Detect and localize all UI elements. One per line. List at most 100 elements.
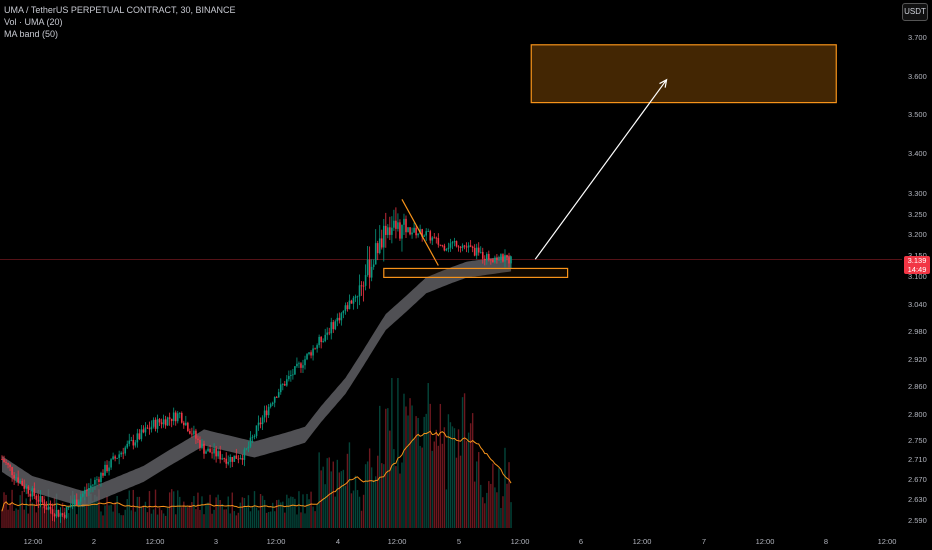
candle-body	[213, 448, 215, 454]
volume-bar	[267, 511, 270, 528]
volume-bar	[344, 485, 347, 528]
volume-bar	[197, 492, 199, 528]
candle-body	[197, 438, 199, 440]
candle-body	[326, 332, 329, 335]
volume-bar	[439, 403, 442, 528]
candle-body	[336, 317, 339, 322]
candle-body	[334, 321, 337, 330]
volume-bar	[74, 506, 76, 528]
volume-bar	[274, 511, 276, 528]
volume-bar	[427, 383, 429, 528]
ma-band-indicator-label[interactable]: MA band (50)	[4, 29, 59, 39]
candle-body	[27, 486, 30, 494]
price-axis[interactable]: 3.700 3.600 3.500 3.400 3.300 3.250 3.200 3.150…	[908, 33, 927, 525]
candle-body	[298, 363, 300, 365]
volume-bar	[211, 513, 213, 528]
volume-bar	[308, 499, 310, 528]
candle-body	[292, 374, 294, 376]
candle-body	[7, 462, 9, 465]
volume-bar	[21, 490, 23, 528]
volume-bar	[17, 509, 19, 528]
volume-bar	[25, 498, 27, 528]
volume-ma	[1, 430, 512, 512]
time-tick-label: 4	[336, 537, 340, 546]
volume-bar	[203, 514, 205, 528]
volume-bar	[314, 511, 316, 528]
volume-bar	[336, 459, 339, 528]
volume-bar	[478, 452, 480, 528]
time-tick-label: 12:00	[24, 537, 43, 546]
candle-body	[455, 241, 458, 247]
price-tick-label: 2.920	[908, 355, 927, 364]
candle-body	[110, 459, 112, 468]
candle-body	[498, 259, 500, 261]
candle-body	[425, 231, 427, 236]
candle-body	[332, 322, 335, 330]
volume-bar	[140, 506, 143, 528]
candle-body	[180, 413, 183, 423]
last-price-tag: 3.139 14:49	[904, 256, 930, 274]
volume-bar	[300, 512, 302, 528]
volume-bar	[249, 511, 252, 528]
projection-arrow[interactable]	[534, 79, 668, 260]
time-tick-label: 3	[214, 537, 218, 546]
volume-bar	[124, 509, 126, 528]
candle-body	[265, 410, 268, 416]
volume-bar	[173, 491, 175, 528]
volume-bar	[506, 483, 508, 528]
candle-body	[469, 245, 472, 247]
time-axis[interactable]: 12:00 2 12:00 3 12:00 4 12:00 5 12:00 6 12:00 7 12:0…	[24, 537, 897, 546]
candle-body	[239, 458, 242, 459]
candle-body	[360, 285, 363, 287]
candle-body	[380, 238, 383, 248]
drawn-zones[interactable]	[383, 44, 837, 279]
volume-bar	[306, 493, 308, 528]
candle-body	[178, 413, 181, 414]
volume-bar	[486, 492, 488, 528]
volume-bar	[15, 508, 17, 528]
chart-legend: UMA / TetherUS PERPETUAL CONTRACT, 30, B…	[4, 4, 236, 40]
candle-body	[391, 227, 393, 235]
volume-bar	[510, 502, 512, 528]
time-tick-label: 7	[702, 537, 706, 546]
volume-bar	[471, 413, 474, 528]
symbol-title[interactable]: UMA / TetherUS PERPETUAL CONTRACT, 30, B…	[4, 5, 236, 15]
candle-body	[328, 332, 331, 334]
volume-bar	[459, 455, 462, 528]
candle-body	[255, 425, 258, 437]
candle-body	[348, 300, 351, 310]
time-tick-label: 12:00	[511, 537, 530, 546]
trend-line[interactable]	[401, 199, 439, 266]
volume-bar	[500, 507, 502, 528]
candle-body	[382, 225, 385, 248]
volume-bar	[278, 499, 280, 528]
volume-bar	[399, 473, 401, 528]
candle-body	[477, 247, 480, 253]
support-zone[interactable]	[383, 267, 569, 279]
candle-body	[308, 352, 310, 355]
candle-body	[124, 447, 127, 454]
candle-body	[488, 253, 490, 260]
currency-button[interactable]: USDT	[902, 3, 928, 21]
volume-bar	[223, 509, 225, 528]
drawings[interactable]	[401, 78, 668, 266]
price-tick-label: 2.630	[908, 495, 927, 504]
volume-bar	[235, 515, 238, 528]
volume-bar	[403, 393, 405, 528]
candle-body	[376, 243, 379, 254]
volume-bar	[150, 513, 153, 528]
candle-body	[158, 419, 161, 423]
target-zone[interactable]	[530, 44, 837, 104]
price-tick-label: 3.400	[908, 149, 927, 158]
candle-body	[3, 459, 5, 463]
candle-body	[241, 458, 244, 460]
candle-body	[344, 305, 347, 311]
candle-body	[494, 257, 496, 263]
candle-body	[31, 488, 34, 497]
volume-bar	[255, 507, 258, 528]
volume-bar	[57, 515, 60, 528]
candle-body	[41, 496, 44, 503]
volume-indicator-label[interactable]: Vol · UMA (20)	[4, 17, 63, 27]
candle-body	[429, 231, 432, 241]
